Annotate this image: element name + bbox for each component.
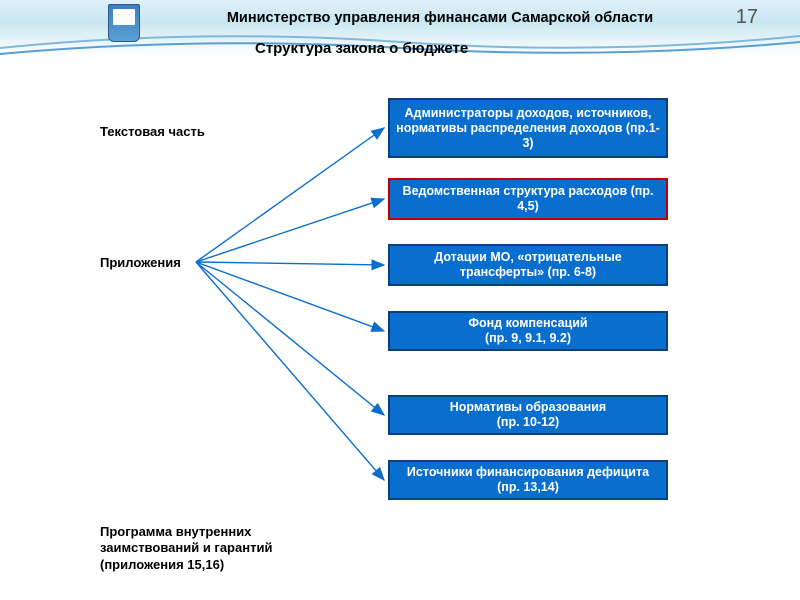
node-admins: Администраторы доходов, источников, норм… (388, 98, 668, 158)
page-number: 17 (736, 6, 758, 29)
node-structure: Ведомственная структура расходов (пр. 4,… (388, 178, 668, 220)
node-sources: Источники финансирования дефицита (пр. 1… (388, 460, 668, 500)
page-subtitle: Структура закона о бюджете (255, 40, 468, 57)
label-program: Программа внутренних заимствований и гар… (100, 524, 330, 573)
diagram-arrows (0, 0, 800, 600)
node-fund: Фонд компенсаций(пр. 9, 9.1, 9.2) (388, 311, 668, 351)
node-dotations: Дотации МО, «отрицательные трансферты» (… (388, 244, 668, 286)
label-attachments: Приложения (100, 255, 181, 270)
label-text-part: Текстовая часть (100, 124, 205, 139)
region-crest-icon (108, 4, 140, 42)
ministry-title: Министерство управления финансами Самарс… (200, 10, 680, 26)
node-norms: Нормативы образования(пр. 10-12) (388, 395, 668, 435)
